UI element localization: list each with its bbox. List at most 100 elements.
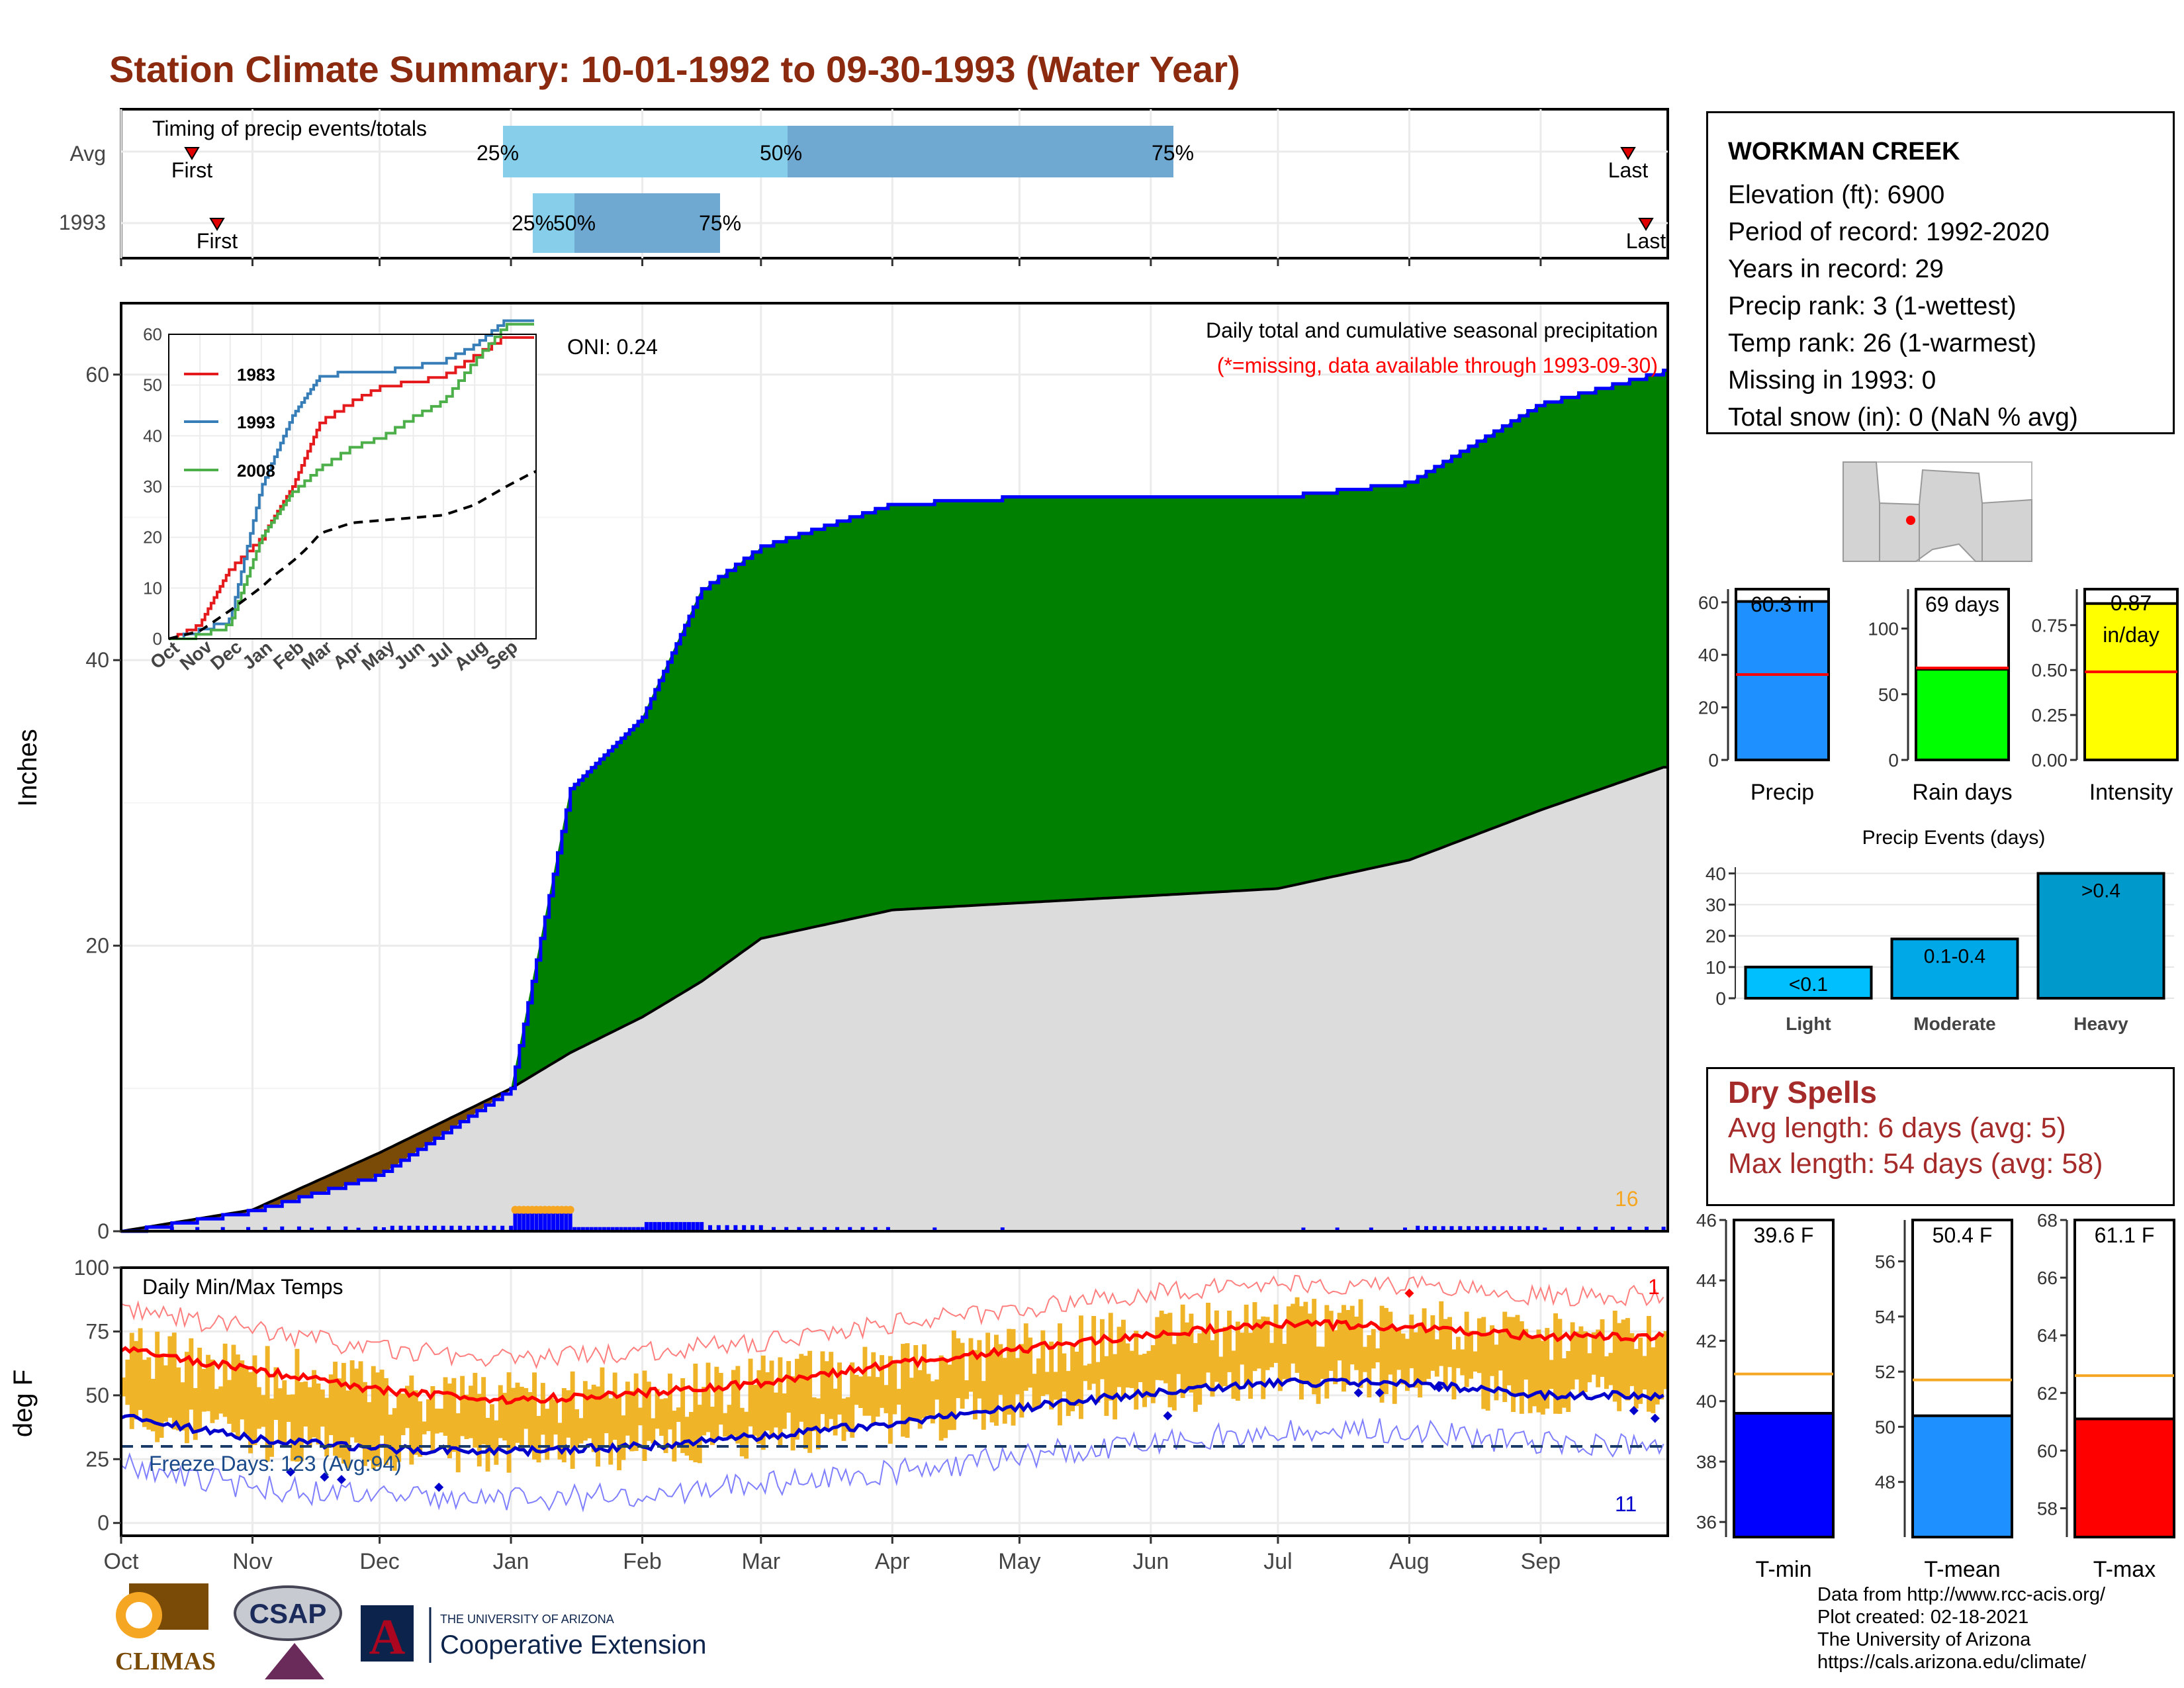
daily-temp-bar <box>502 1393 508 1441</box>
daily-temp-bar <box>1566 1351 1571 1412</box>
daily-temp-bar <box>333 1362 338 1456</box>
daily-temp-bar <box>905 1343 910 1438</box>
month-tick-label: Jan <box>493 1549 529 1574</box>
events-title: Precip Events (days) <box>1862 827 2046 849</box>
precip-ytick-label: 60 <box>85 363 109 387</box>
daily-temp-bar <box>469 1385 473 1438</box>
daily-temp-bar <box>566 1390 571 1438</box>
daily-temp-bar <box>1582 1331 1588 1392</box>
events-bar-label: >0.4 <box>2081 880 2120 902</box>
precip-panel: 0 20 40 60 Inches ONI: 0.24 Daily total and… <box>13 302 1669 1243</box>
daily-precip-bar <box>547 1209 551 1231</box>
daily-temp-bar <box>358 1361 363 1445</box>
daily-temp-bar <box>1345 1310 1351 1385</box>
daily-temp-bar <box>557 1423 563 1460</box>
tmin-tick-label: 36 <box>1696 1512 1717 1532</box>
month-tick-label: Mar <box>742 1549 781 1574</box>
daily-temp-bar <box>473 1372 478 1448</box>
tmax-tick-label: 64 <box>2037 1325 2058 1346</box>
ua-small-text: THE UNIVERSITY OF ARIZONA <box>440 1613 614 1626</box>
events-tick-label: 20 <box>1706 926 1726 947</box>
daily-temp-bar <box>803 1356 808 1449</box>
daily-temp-bar <box>956 1338 961 1399</box>
inset-ytick-label: 20 <box>143 528 162 547</box>
avg-iqr-lower <box>503 126 788 177</box>
daily-temp-bar <box>256 1387 261 1429</box>
precip-subtitle: Daily total and cumulative seasonal prec… <box>1206 318 1658 342</box>
legend-2008: 2008 <box>237 461 275 481</box>
events-bar <box>1890 937 2019 1000</box>
daily-temp-bar <box>1557 1319 1563 1414</box>
daily-temp-bar <box>973 1350 978 1420</box>
tmax-tick-label: 62 <box>2037 1383 2058 1403</box>
daily-precip-bar <box>144 1227 149 1231</box>
daily-temp-bar <box>1349 1305 1355 1365</box>
inset-series-1993 <box>169 319 534 640</box>
daily-temp-bar <box>1176 1333 1181 1374</box>
daily-temp-bar <box>1142 1354 1147 1407</box>
climas-logo-text: CLIMAS <box>115 1648 216 1675</box>
dry-avg-length: Avg length: 6 days (avg: 5) <box>1728 1112 2066 1144</box>
record-high-count: 1 <box>1648 1275 1660 1299</box>
daily-temp-bar <box>1066 1371 1071 1417</box>
record-low-line <box>120 1417 1664 1513</box>
rain-days-value-text: 69 days <box>1925 592 1999 616</box>
daily-precip-bar <box>467 1225 471 1231</box>
daily-temp-bar <box>574 1409 579 1448</box>
daily-temp-bar <box>1367 1335 1372 1397</box>
daily-temp-bar <box>1091 1316 1097 1384</box>
ua-big-text: Cooperative Extension <box>440 1630 706 1660</box>
daily-temp-bar <box>1265 1317 1270 1370</box>
daily-temp-bar <box>1642 1356 1647 1390</box>
daily-temp-bar <box>150 1378 156 1432</box>
dry-spells-heading: Dry Spells <box>1728 1075 1877 1109</box>
csap-logo-text: CSAP <box>250 1598 327 1629</box>
daily-precip-bar <box>589 1227 594 1231</box>
daily-temp-bar <box>1248 1333 1253 1399</box>
daily-temp-bar <box>307 1387 312 1448</box>
daily-precip-bar <box>449 1225 454 1231</box>
tmin-tick-label: 46 <box>1696 1210 1717 1231</box>
daily-temp-bar <box>866 1376 872 1416</box>
daily-precip-bar <box>873 1227 878 1231</box>
daily-temp-bar <box>663 1398 668 1454</box>
daily-temp-bar <box>1629 1333 1635 1386</box>
daily-precip-bar <box>517 1209 522 1231</box>
events-category-label: Heavy <box>2073 1013 2128 1034</box>
record-high-marker <box>1404 1288 1414 1298</box>
daily-temp-bar <box>655 1389 660 1429</box>
daily-precip-bar <box>1534 1226 1539 1231</box>
daily-temp-bar <box>273 1367 279 1420</box>
daily-temp-bar <box>799 1354 804 1422</box>
daily-temp-bar <box>1019 1344 1024 1418</box>
daily-temp-bar <box>1015 1358 1020 1395</box>
daily-temp-bar <box>633 1373 639 1451</box>
daily-temp-bar <box>786 1361 792 1413</box>
record-low-count: 11 <box>1615 1492 1637 1516</box>
daily-temp-bar <box>1549 1360 1554 1389</box>
tmax-tick-label: 60 <box>2037 1440 2058 1461</box>
daily-temp-bar <box>1379 1305 1385 1403</box>
daily-temp-bar <box>1469 1331 1473 1379</box>
daily-temp-bar <box>1561 1358 1567 1408</box>
intensity-tick-label: 0.00 <box>2032 750 2068 771</box>
daily-temp-bar <box>269 1398 274 1457</box>
daily-temp-bar <box>1328 1311 1334 1371</box>
timing-label: Timing of precip events/totals <box>152 117 427 140</box>
daily-temp-bar <box>511 1387 516 1450</box>
daily-precip-bar <box>644 1222 649 1231</box>
daily-temp-bar <box>443 1377 448 1436</box>
daily-precip-bar <box>661 1222 666 1231</box>
daily-temp-bar <box>629 1391 635 1452</box>
daily-temp-bar <box>261 1395 266 1427</box>
daily-precip-bar <box>708 1225 712 1231</box>
daily-precip-bar <box>640 1227 645 1231</box>
yr-p50: 50% <box>553 211 596 235</box>
daily-temp-bar <box>553 1400 558 1435</box>
daily-temp-bar <box>1451 1349 1457 1399</box>
daily-temp-bar <box>1087 1364 1092 1390</box>
daily-temp-bar <box>1405 1338 1410 1391</box>
daily-temp-bar <box>180 1382 185 1430</box>
footer-line: Plot created: 02-18-2021 <box>1817 1607 2029 1628</box>
